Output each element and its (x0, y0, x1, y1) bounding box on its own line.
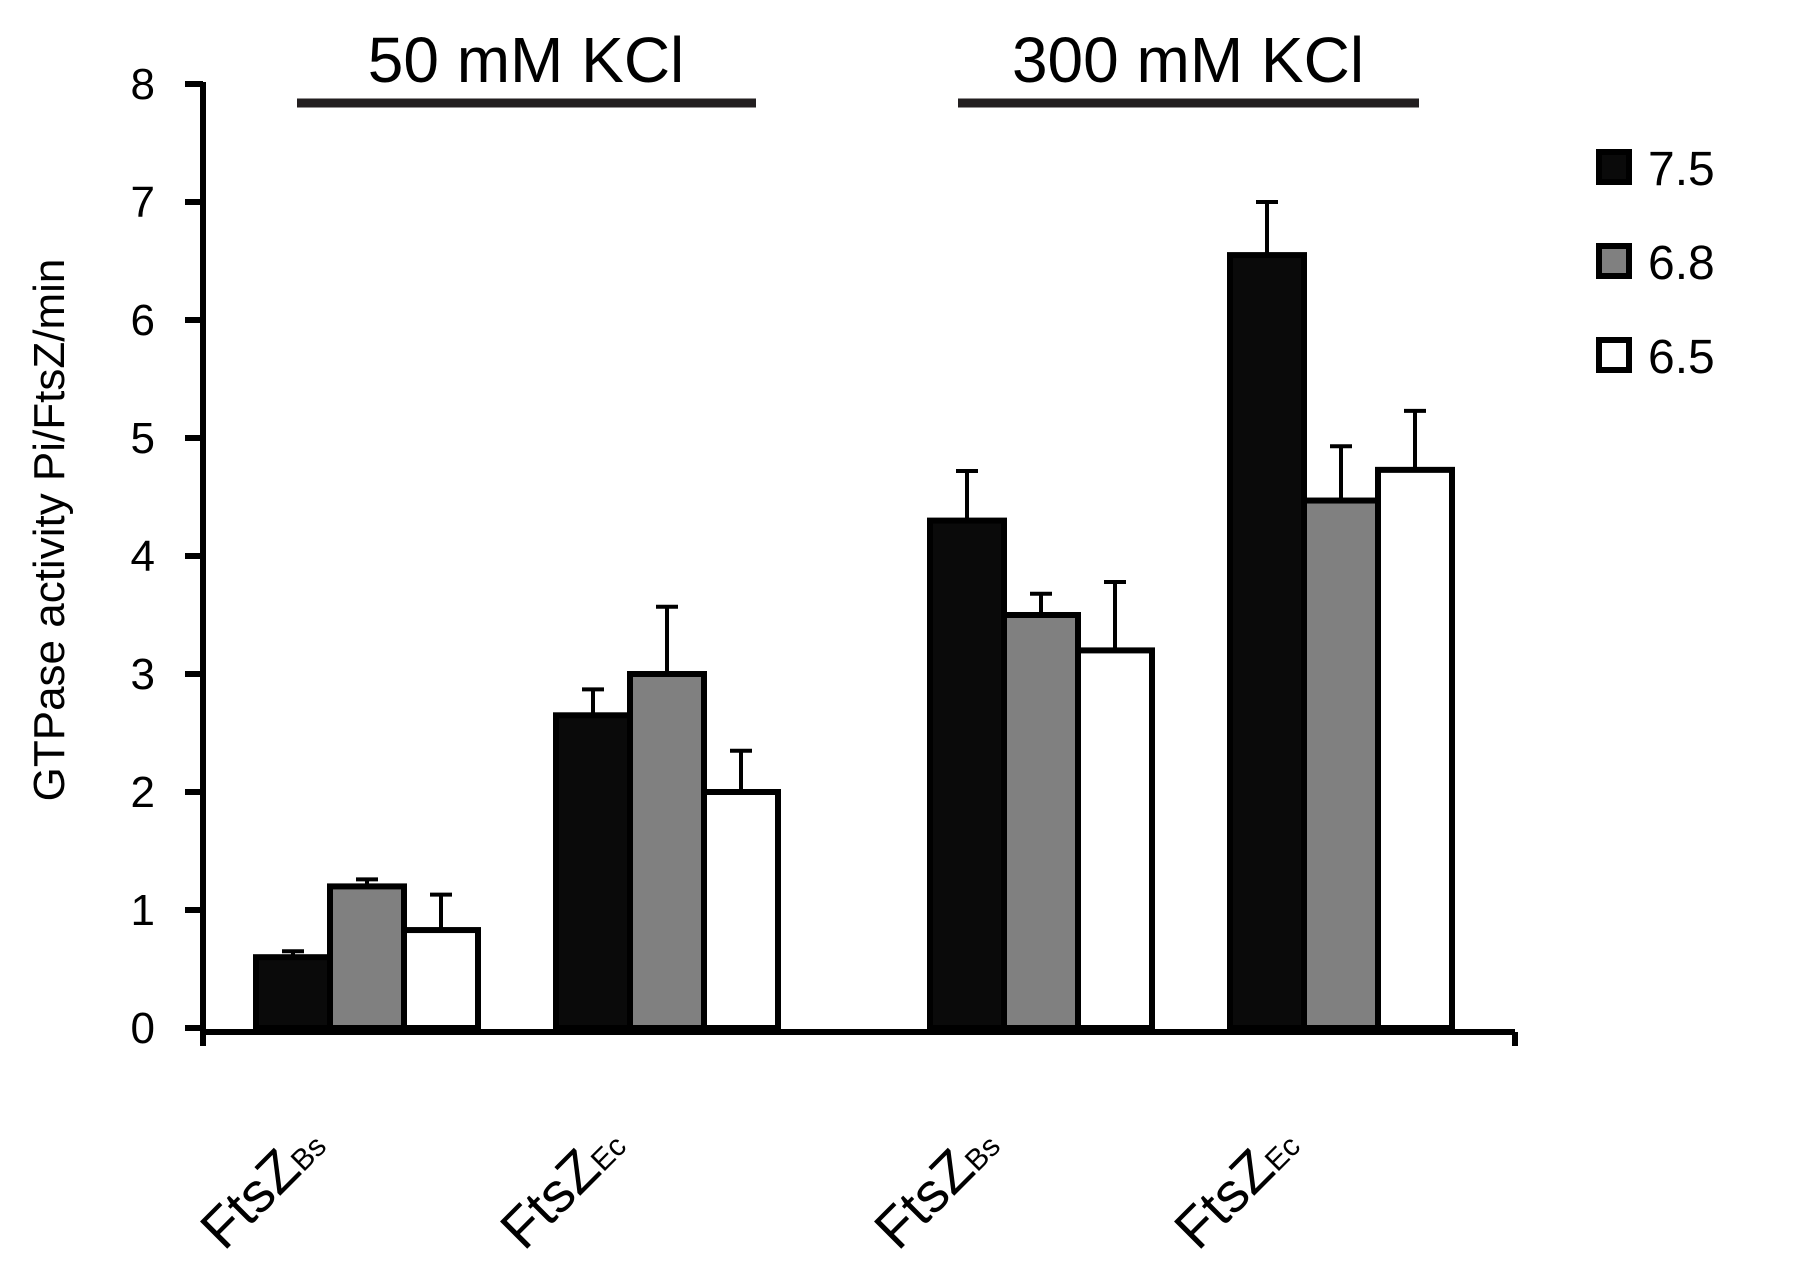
bar-6-5-1 (701, 789, 781, 1031)
legend-label-6-8: 6.8 (1648, 237, 1715, 290)
axes (200, 82, 1518, 1046)
legend-swatch-6-8 (1596, 243, 1632, 279)
legend: 7.5 6.8 6.5 (1596, 143, 1715, 384)
legend-label-7-5: 7.5 (1648, 143, 1715, 196)
x-category-label-2: FtsZBs (862, 1112, 1010, 1260)
y-tick-label-7: 7 (131, 178, 155, 227)
bar-6-8-2 (1001, 612, 1081, 1031)
bar-6-8-1 (627, 671, 707, 1031)
bar-7-5-2 (927, 517, 1007, 1031)
bar-7-5-1 (553, 712, 633, 1031)
x-category-label-0: FtsZBs (188, 1112, 336, 1260)
group-labels: 50 mM KCl 300 mM KCl (297, 24, 1419, 108)
bar-6-8-3 (1301, 497, 1381, 1032)
y-tick-label-4: 4 (131, 532, 155, 581)
legend-swatch-6-5 (1596, 337, 1632, 373)
bar-6-5-2 (1075, 647, 1155, 1032)
bar-6-8-0 (327, 883, 407, 1032)
y-tick-label-0: 0 (131, 1004, 155, 1053)
group-label-0: 50 mM KCl (368, 24, 685, 96)
error-bars (282, 200, 1426, 958)
x-category-labels: FtsZBs FtsZEc FtsZBs FtsZEc (188, 1112, 1310, 1261)
bar-7-5-0 (253, 954, 333, 1032)
y-tick-label-3: 3 (131, 650, 155, 699)
y-tick-label-2: 2 (131, 768, 155, 817)
bars (253, 252, 1455, 1032)
bar-6-5-0 (401, 927, 481, 1031)
legend-swatch-7-5 (1596, 149, 1632, 185)
x-category-label-3: FtsZEc (1162, 1112, 1310, 1260)
x-category-label-1: FtsZEc (488, 1112, 636, 1260)
legend-label-6-5: 6.5 (1648, 331, 1715, 384)
y-axis-label: GTPase activity Pi/FtsZ/min (25, 259, 74, 802)
y-tick-label-8: 8 (131, 60, 155, 109)
bar-7-5-3 (1227, 252, 1307, 1032)
y-tick-label-6: 6 (131, 296, 155, 345)
bar-6-5-3 (1375, 466, 1455, 1031)
y-tick-label-1: 1 (131, 886, 155, 935)
group-label-1: 300 mM KCl (1012, 24, 1364, 96)
y-ticks: 0 1 2 3 4 5 6 7 8 (131, 60, 203, 1053)
y-tick-label-5: 5 (131, 414, 155, 463)
